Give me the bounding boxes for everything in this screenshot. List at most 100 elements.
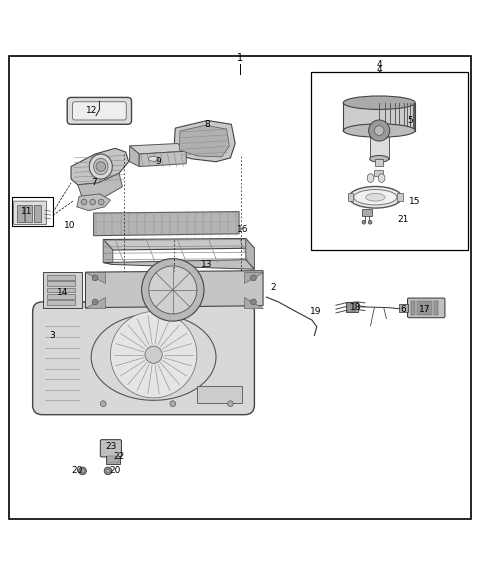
Bar (350, 303, 353, 312)
Text: 20: 20 (71, 466, 83, 476)
Text: 16: 16 (237, 225, 248, 235)
Polygon shape (77, 194, 110, 210)
Bar (399, 304, 408, 312)
Text: 3: 3 (49, 331, 55, 340)
Circle shape (100, 401, 106, 407)
Text: 9: 9 (156, 157, 161, 166)
Text: 8: 8 (204, 120, 210, 129)
Bar (370, 136, 389, 159)
Circle shape (81, 199, 87, 205)
Bar (422, 301, 427, 315)
Circle shape (170, 401, 176, 407)
Bar (311, 72, 468, 250)
Polygon shape (197, 386, 242, 402)
Circle shape (149, 266, 197, 314)
Ellipse shape (349, 186, 402, 208)
Text: 4: 4 (376, 65, 382, 74)
FancyBboxPatch shape (100, 440, 121, 457)
FancyBboxPatch shape (33, 302, 254, 415)
Polygon shape (103, 240, 113, 264)
Polygon shape (174, 120, 235, 162)
Text: 10: 10 (64, 221, 75, 229)
Bar (411, 301, 415, 315)
Circle shape (142, 259, 204, 321)
Ellipse shape (89, 154, 112, 179)
Text: 14: 14 (57, 288, 68, 297)
Ellipse shape (367, 174, 374, 182)
Circle shape (251, 275, 256, 281)
Circle shape (96, 162, 106, 171)
Text: 23: 23 (106, 442, 117, 451)
Circle shape (369, 120, 390, 141)
Bar (12, 197, 53, 226)
Text: 12: 12 (85, 106, 97, 116)
Bar (107, 457, 119, 463)
Bar (434, 301, 438, 315)
Text: 6: 6 (400, 305, 406, 313)
Circle shape (92, 299, 98, 305)
Text: 18: 18 (350, 303, 362, 312)
Bar (47, 288, 75, 292)
Ellipse shape (148, 156, 159, 161)
Polygon shape (71, 148, 129, 185)
FancyBboxPatch shape (408, 298, 445, 318)
Bar (428, 301, 432, 315)
Circle shape (79, 467, 86, 475)
Bar (348, 193, 353, 201)
FancyBboxPatch shape (72, 102, 126, 120)
Polygon shape (94, 212, 239, 236)
Bar (375, 159, 383, 166)
Ellipse shape (343, 96, 415, 109)
Text: 13: 13 (201, 260, 212, 269)
Bar (47, 300, 75, 305)
Polygon shape (43, 272, 82, 308)
Circle shape (145, 346, 162, 363)
Bar (47, 281, 75, 286)
Text: 1: 1 (237, 53, 243, 63)
Text: 7: 7 (91, 178, 96, 187)
Ellipse shape (370, 155, 389, 162)
FancyBboxPatch shape (13, 201, 47, 225)
Polygon shape (130, 144, 186, 154)
Bar (25, 205, 32, 222)
Polygon shape (85, 272, 105, 283)
Polygon shape (103, 239, 254, 250)
Ellipse shape (378, 174, 385, 182)
FancyBboxPatch shape (67, 97, 132, 124)
Circle shape (81, 469, 84, 473)
Circle shape (368, 220, 372, 224)
Circle shape (98, 199, 104, 205)
Bar (374, 170, 383, 175)
Circle shape (92, 275, 98, 281)
Circle shape (110, 312, 197, 398)
Circle shape (104, 467, 112, 475)
Circle shape (251, 299, 256, 305)
Circle shape (228, 401, 233, 407)
Bar (362, 209, 372, 216)
Bar (47, 275, 75, 280)
Text: 11: 11 (21, 207, 32, 216)
Bar (34, 205, 41, 222)
Text: 5: 5 (408, 116, 413, 125)
Bar (17, 205, 24, 222)
Ellipse shape (366, 193, 385, 201)
Ellipse shape (370, 132, 389, 139)
Bar (346, 302, 358, 312)
Bar (347, 303, 349, 312)
Circle shape (362, 220, 366, 224)
Text: 2: 2 (271, 283, 276, 292)
Bar (397, 193, 403, 201)
Circle shape (374, 126, 384, 135)
Bar (417, 301, 421, 315)
Text: 4: 4 (376, 60, 382, 69)
Text: 19: 19 (310, 307, 322, 316)
Text: 20: 20 (109, 466, 121, 476)
Ellipse shape (94, 158, 108, 175)
Polygon shape (180, 125, 229, 157)
Text: 22: 22 (113, 452, 125, 461)
Bar (354, 303, 356, 312)
Text: 15: 15 (409, 197, 421, 206)
Polygon shape (103, 260, 254, 269)
Bar (343, 103, 415, 131)
Polygon shape (139, 151, 186, 167)
